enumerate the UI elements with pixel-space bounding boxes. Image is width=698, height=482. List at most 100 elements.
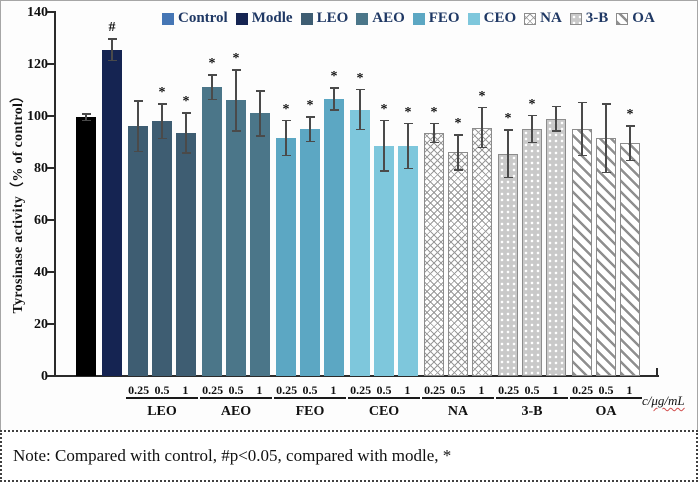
x-group-label-OA: OA	[595, 404, 617, 419]
error-bar-3-B-0.25	[503, 129, 513, 179]
y-tick-label-60: 60	[34, 213, 48, 228]
error-bar-OA-0.25	[577, 101, 587, 157]
error-bar-FEO-0.5	[305, 116, 315, 142]
error-cap-bottom	[477, 146, 487, 149]
bar-OA-0.25	[572, 129, 592, 376]
y-tick-mark-0	[47, 375, 55, 377]
bar-FEO-0.5	[300, 129, 320, 376]
y-tick-mark-100	[47, 115, 55, 117]
legend-label-3-B: 3-B	[585, 10, 609, 26]
y-tick-label-0: 0	[41, 369, 48, 384]
error-cap-bottom	[157, 137, 167, 140]
error-cap-bottom	[429, 141, 439, 144]
error-stem	[433, 122, 435, 144]
bar-Control	[76, 117, 96, 376]
error-cap-bottom	[577, 154, 587, 157]
x-group-label-3-B: 3-B	[521, 404, 543, 419]
error-bar-OA-0.5	[601, 103, 611, 174]
error-cap-bottom	[527, 141, 537, 144]
error-bar-LEO-0.25	[133, 100, 143, 153]
legend-swatch-AEO-icon	[356, 12, 369, 25]
x-tick-group-AEO: 0.25 0.5 1	[200, 383, 272, 399]
legend-swatch-CEO-icon	[467, 12, 480, 25]
x-tick-label-FEO-1: 1	[330, 383, 337, 397]
error-bar-NA-0.5	[453, 134, 463, 171]
error-stem	[531, 114, 533, 144]
error-stem	[359, 88, 361, 131]
sig-mark-NA-1: *	[478, 88, 486, 104]
sig-mark-NA-0.5: *	[454, 116, 462, 132]
legend-item-3-B: 3-B	[569, 10, 609, 27]
error-stem	[161, 103, 163, 140]
error-stem	[383, 119, 385, 172]
y-tick-mark-40	[47, 271, 55, 273]
error-stem	[137, 100, 139, 153]
legend-item-AEO: AEO	[356, 10, 405, 27]
legend-label-FEO: FEO	[428, 10, 460, 26]
bar-OA-0.5	[596, 138, 616, 376]
x-tick-group-FEO: 0.25 0.5 1	[274, 383, 346, 399]
error-stem	[309, 116, 311, 142]
error-bar-AEO-1	[255, 90, 265, 137]
sig-mark-3-B-0.5: *	[528, 96, 536, 112]
legend-item-Modle: Modle	[235, 10, 293, 27]
bar-LEO-1	[176, 132, 196, 376]
legend-item-FEO: FEO	[412, 10, 460, 27]
legend-label-Control: Control	[178, 10, 228, 26]
error-bar-LEO-1	[181, 112, 191, 154]
legend: Control Modle LEO AEO FEO CEO NA 3-B OA	[162, 10, 655, 27]
error-cap-bottom	[625, 159, 635, 162]
sig-mark-NA-0.25: *	[430, 104, 438, 120]
legend-swatch-Modle-icon	[235, 12, 248, 25]
x-tick-label-NA-0.5: 0.5	[450, 383, 466, 397]
x-tick-group-CEO: 0.25 0.5 1	[348, 383, 420, 399]
sig-mark-FEO-0.25: *	[282, 101, 290, 117]
y-tick-label-140: 140	[27, 5, 48, 20]
x-tick-label-CEO-0.25: 0.25	[350, 383, 372, 397]
sig-mark-AEO-0.5: *	[232, 51, 240, 67]
bar-3-B-1	[546, 118, 566, 376]
x-group-label-LEO: LEO	[147, 404, 177, 419]
bar-CEO-1	[398, 145, 418, 376]
error-bar-3-B-0.5	[527, 114, 537, 144]
error-bar-FEO-1	[329, 87, 339, 111]
legend-item-Control: Control	[162, 10, 228, 27]
error-cap-bottom	[403, 167, 413, 170]
error-bar-LEO-0.5	[157, 103, 167, 140]
legend-swatch-FEO-icon	[412, 12, 425, 25]
x-tick-label-AEO-1: 1	[256, 383, 263, 397]
error-cap-bottom	[181, 152, 191, 154]
bar-AEO-1	[250, 113, 270, 376]
x-axis-line	[54, 375, 659, 377]
x-tick-label-LEO-0.25: 0.25	[128, 383, 150, 397]
sig-mark-LEO-1: *	[182, 94, 190, 110]
legend-swatch-LEO-icon	[300, 12, 313, 25]
x-tick-label-3-B-1: 1	[552, 383, 559, 397]
x-tick-group-LEO: 0.25 0.5 1	[126, 383, 198, 399]
chart-figure: Tyrosinase activity（% of control） Contro…	[0, 0, 698, 430]
sig-mark-AEO-0.25: *	[208, 56, 216, 72]
x-group-label-NA: NA	[447, 404, 469, 419]
y-tick-mark-60	[47, 219, 55, 221]
error-bar-FEO-0.25	[281, 119, 291, 157]
legend-item-NA: NA	[524, 10, 562, 27]
bar-AEO-0.25	[202, 87, 222, 376]
x-tick-label-LEO-0.5: 0.5	[154, 383, 170, 397]
legend-label-OA: OA	[632, 10, 655, 26]
x-group-label-CEO: CEO	[368, 404, 400, 419]
error-stem	[85, 113, 87, 122]
error-cap-bottom	[329, 109, 339, 111]
x-tick-label-3-B-0.5: 0.5	[524, 383, 540, 397]
error-cap-bottom	[379, 170, 389, 172]
y-tick-mark-120	[47, 63, 55, 65]
bar-CEO-0.25	[350, 109, 370, 376]
error-stem	[581, 101, 583, 157]
error-bar-CEO-0.5	[379, 119, 389, 172]
x-tick-label-FEO-0.5: 0.5	[302, 383, 318, 397]
y-tick-mark-20	[47, 323, 55, 325]
sig-mark-LEO-0.5: *	[158, 85, 166, 100]
error-bar-AEO-0.5	[231, 69, 241, 132]
note-box: Note: Compared with control, #p<0.05, co…	[0, 430, 698, 482]
bar-3-B-0.25	[498, 153, 518, 376]
error-bar-NA-1	[477, 106, 487, 149]
